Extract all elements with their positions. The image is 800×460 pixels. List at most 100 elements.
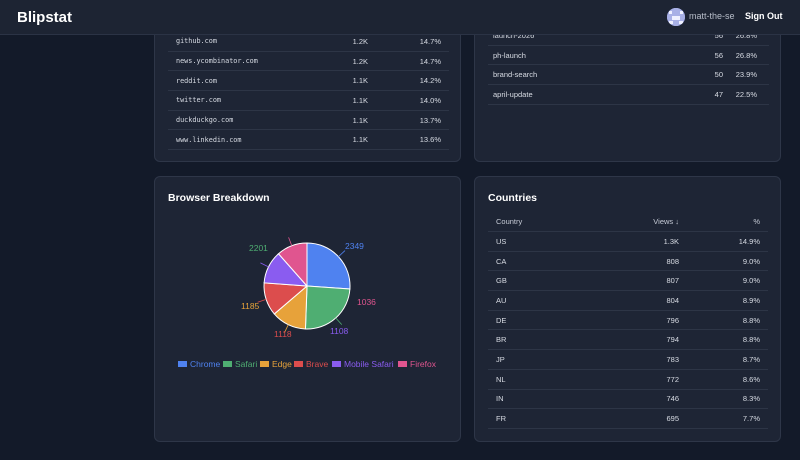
campaign-count: 56 (714, 30, 723, 40)
country-percent: 9.0% (742, 276, 760, 286)
referrer-source: news.ycombinator.com (176, 57, 258, 66)
country-row[interactable]: GB 807 9.0% (488, 271, 768, 292)
country-percent: 9.0% (742, 256, 760, 266)
campaign-row[interactable]: brand-search 50 23.9% (488, 65, 769, 86)
legend-swatch (332, 361, 341, 367)
legend-item-brave[interactable]: Brave (294, 359, 328, 369)
pie-value-label: 2201 (249, 243, 268, 253)
pie-value-label: 1118 (274, 329, 292, 339)
referrer-count: 1.1K (352, 95, 368, 105)
legend-label: Safari (235, 359, 258, 369)
referrer-source: twitter.com (176, 96, 222, 105)
legend-item-edge[interactable]: Edge (260, 359, 292, 369)
country-code: US (496, 236, 507, 246)
campaign-percent: 26.8% (735, 30, 757, 40)
sign-out-button[interactable]: Sign Out (745, 11, 783, 21)
country-percent: 8.8% (742, 315, 760, 325)
campaign-name: ph-launch (493, 50, 526, 60)
campaign-percent: 23.9% (735, 70, 757, 80)
browser-breakdown-title: Browser Breakdown (168, 192, 270, 204)
legend-item-safari[interactable]: Safari (223, 359, 257, 369)
legend-label: Firefox (410, 359, 436, 369)
country-code: FR (496, 414, 506, 424)
referrer-row[interactable]: reddit.com 1.1K 14.2% (168, 71, 449, 92)
country-code: GB (496, 276, 507, 286)
country-row[interactable]: US 1.3K 14.9% (488, 232, 768, 252)
referrer-percent: 13.6% (419, 135, 441, 145)
countries-header-row: Country Views ↓% (488, 212, 768, 232)
legend-swatch (398, 361, 407, 367)
campaign-row[interactable]: ph-launch 56 26.8% (488, 46, 769, 66)
country-code: AU (496, 295, 507, 305)
pie-leader-line (260, 262, 269, 268)
pie-slice-safari[interactable] (304, 285, 351, 330)
pie-leader-line (284, 324, 289, 334)
referrer-count: 1.1K (352, 76, 368, 86)
campaign-count: 56 (714, 50, 723, 60)
country-code: CA (496, 256, 507, 266)
referrer-row[interactable]: duckduckgo.com 1.1K 13.7% (168, 111, 449, 131)
referrer-row[interactable]: twitter.com 1.1K 14.0% (168, 91, 449, 111)
country-percent: 14.9% (738, 236, 760, 246)
referrer-count: 1.2K (352, 36, 368, 46)
legend-swatch (294, 361, 303, 367)
country-row[interactable]: AU 804 8.9% (488, 291, 768, 311)
legend-swatch (178, 361, 187, 367)
campaign-count: 50 (714, 70, 723, 80)
top-bar: Blipstat matt-the-se Sign Out (0, 0, 800, 35)
referrer-count: 1.2K (352, 56, 368, 66)
country-row[interactable]: CA 808 9.0% (488, 252, 768, 272)
country-percent: 8.9% (742, 295, 760, 305)
country-views: 772 (666, 374, 679, 384)
pie-value-label: 1108 (330, 326, 349, 336)
country-row[interactable]: FR 695 7.7% (488, 409, 768, 429)
pie-slice-chrome[interactable] (306, 242, 351, 290)
country-views: 804 (666, 295, 679, 305)
country-row[interactable]: JP 783 8.7% (488, 350, 768, 370)
referrer-source: www.linkedin.com (176, 135, 242, 144)
campaign-percent: 26.8% (735, 50, 757, 60)
country-code: JP (496, 355, 505, 365)
referrer-source: reddit.com (176, 76, 217, 85)
referrer-row[interactable]: news.ycombinator.com 1.2K 14.7% (168, 52, 449, 72)
pie-leader-line (335, 317, 343, 325)
column-header-views[interactable]: Views ↓ (653, 216, 679, 226)
referrer-row[interactable]: github.com 1.2K 14.7% (168, 32, 449, 52)
referrers-card: github.com 1.2K 14.7% news.ycombinator.com 1… (154, 10, 461, 162)
country-percent: 8.6% (742, 374, 760, 384)
legend-item-mobile-safari[interactable]: Mobile Safari (332, 359, 394, 369)
legend-item-firefox[interactable]: Firefox (398, 359, 436, 369)
country-views: 695 (666, 414, 679, 424)
referrer-percent: 14.0% (419, 95, 441, 105)
referrer-count: 1.1K (352, 135, 368, 145)
legend-label: Edge (272, 359, 292, 369)
column-header-percent[interactable]: % (753, 216, 760, 226)
referrer-count: 1.1K (352, 115, 368, 125)
country-views: 807 (666, 276, 679, 286)
campaign-percent: 22.5% (735, 89, 757, 99)
referrer-percent: 14.2% (419, 76, 441, 86)
legend-label: Brave (306, 359, 329, 369)
legend-label: Chrome (190, 359, 221, 369)
legend-item-chrome[interactable]: Chrome (178, 359, 220, 369)
referrer-percent: 14.7% (419, 56, 441, 66)
country-code: BR (496, 335, 507, 345)
country-row[interactable]: IN 746 8.3% (488, 390, 768, 410)
country-percent: 8.7% (742, 355, 760, 365)
country-views: 1.3K (663, 236, 679, 246)
user-avatar[interactable] (667, 8, 685, 26)
brand-logo[interactable]: Blipstat (17, 9, 73, 26)
country-views: 746 (666, 394, 679, 404)
country-row[interactable]: DE 796 8.8% (488, 311, 768, 331)
campaign-row[interactable]: april-update 47 22.5% (488, 85, 769, 105)
country-views: 796 (666, 315, 679, 325)
pie-leader-line (288, 237, 293, 246)
country-row[interactable]: BR 794 8.8% (488, 331, 768, 351)
column-header-country[interactable]: Country (496, 216, 523, 226)
pie-value-label: 1185 (241, 301, 260, 311)
country-row[interactable]: NL 772 8.6% (488, 370, 768, 390)
pie-value-label: 2349 (345, 241, 364, 251)
campaign-row[interactable]: launch-2026 56 26.8% (488, 26, 769, 46)
referrer-row[interactable]: www.linkedin.com 1.1K 13.6% (168, 131, 449, 151)
campaign-name: brand-search (493, 70, 538, 80)
